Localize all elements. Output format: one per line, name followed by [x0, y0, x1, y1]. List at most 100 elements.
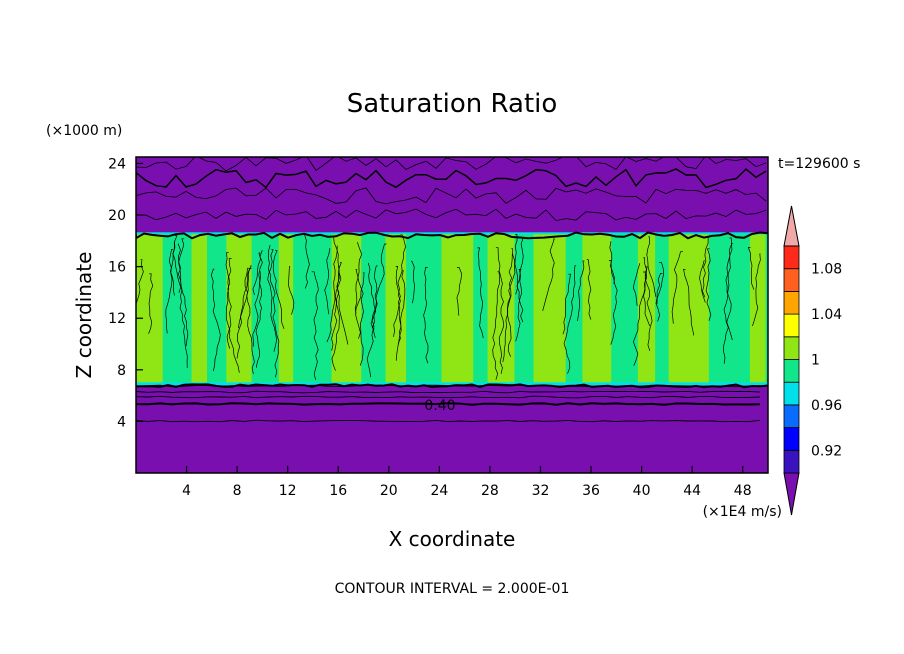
y-tick-label: 12: [108, 311, 126, 327]
upper-contour-line: [136, 208, 767, 222]
turbulence-contour: [395, 266, 402, 345]
moist-column: [207, 232, 228, 386]
turbulence-contour: [514, 234, 518, 295]
turbulence-contour: [267, 244, 280, 378]
colorbar-upper-extension: [783, 205, 800, 247]
y-tick-label: 24: [108, 156, 126, 172]
turbulence-contour: [609, 241, 615, 284]
turbulence-contour: [225, 252, 240, 373]
turbulence-contour: [702, 236, 710, 298]
x-tick-label: 40: [633, 483, 651, 499]
turbulence-contour: [324, 248, 331, 315]
turbulence-contour: [395, 270, 406, 361]
turbulence-contour: [226, 258, 232, 349]
colorbar-swatch: [783, 290, 800, 315]
cloud-base-edge: [136, 382, 768, 386]
lower-contour-line: [136, 384, 761, 388]
turbulence-contour: [752, 253, 761, 327]
colorbar-swatch: [783, 245, 800, 270]
y-axis-label: Z coordinate: [72, 252, 96, 379]
turbulence-contour: [507, 248, 516, 357]
x-units-label: (×1E4 m/s): [703, 504, 782, 520]
turbulence-contour: [563, 265, 577, 374]
turbulence-contour: [331, 236, 342, 351]
turbulence-contour: [643, 271, 651, 327]
lower-contour-line: [136, 402, 761, 406]
colorbar-label: 1.04: [811, 307, 842, 323]
colorbar-swatch: [783, 313, 800, 338]
turbulence-contour: [577, 260, 585, 322]
turbulence-contour: [633, 257, 647, 366]
turbulence-contour: [477, 247, 484, 338]
turbulence-contour: [586, 259, 592, 320]
colorbar-label: 0.92: [811, 443, 842, 459]
moist-column: [582, 232, 613, 386]
moist-column: [385, 232, 408, 386]
x-tick-label: 24: [430, 483, 448, 499]
turbulence-contour: [267, 249, 278, 352]
turbulence-contour: [656, 261, 664, 305]
upper-contour-line: [136, 157, 767, 172]
turbulence-contour: [683, 269, 695, 336]
turbulence-contour: [644, 266, 653, 351]
plot-frame: [135, 156, 769, 474]
colorbar-label: 0.96: [811, 398, 842, 414]
colorbar-swatch: [783, 268, 800, 292]
colorbar-swatch: [783, 336, 800, 360]
colorbar-swatch: [783, 404, 800, 428]
turbulence-contour: [492, 247, 501, 380]
chart-title: Saturation Ratio: [347, 89, 558, 119]
lower-contour-line: [136, 419, 761, 423]
lower-contour-line: [136, 395, 761, 399]
y-tick-label: 20: [108, 208, 126, 224]
x-tick-label: 36: [582, 483, 600, 499]
cloud-top-edge: [136, 232, 768, 235]
turbulence-contour: [287, 266, 295, 315]
moist-column: [191, 232, 209, 386]
turbulence-contour: [172, 241, 188, 368]
y-tick-label: 4: [117, 414, 126, 430]
moist-column: [226, 232, 253, 386]
turbulence-contour: [747, 247, 755, 290]
x-tick-label: 12: [279, 483, 297, 499]
moist-column: [514, 232, 535, 386]
colorbar-swatch: [783, 381, 800, 406]
moist-column: [331, 232, 363, 386]
x-tick-label: 48: [734, 483, 752, 499]
turbulence-contour: [148, 273, 154, 334]
x-tick-label: 20: [380, 483, 398, 499]
turbulence-contour: [354, 241, 363, 315]
moist-column: [406, 232, 443, 386]
turbulence-contour: [423, 266, 429, 364]
turbulence-contour: [632, 263, 641, 306]
colorbar-lower-extension: [783, 472, 800, 516]
moist-column: [565, 232, 584, 386]
turbulence-contour: [497, 271, 505, 374]
moist-column: [637, 232, 657, 386]
x-axis-label: X coordinate: [389, 527, 516, 551]
turbulence-contour: [608, 260, 618, 345]
cloud-top-contour: [136, 231, 768, 240]
turbulence-contour: [252, 250, 263, 347]
colorbar-label: 1: [811, 353, 820, 369]
moist-column: [655, 232, 670, 386]
turbulence-contour: [456, 267, 462, 316]
x-tick-label: 16: [329, 483, 347, 499]
turbulence-contour: [725, 237, 733, 341]
turbulence-contour: [699, 260, 706, 303]
turbulence-contour: [646, 236, 657, 297]
turbulence-contour: [236, 268, 252, 359]
moist-column: [278, 232, 295, 386]
turbulence-contour: [177, 243, 189, 347]
moist-column: [361, 232, 387, 386]
turbulence-contour: [393, 234, 406, 337]
turbulence-contour: [562, 273, 571, 335]
x-tick-label: 8: [233, 483, 242, 499]
turbulence-contour: [671, 251, 683, 324]
turbulence-contour: [371, 243, 387, 329]
turbulence-contour: [311, 271, 319, 380]
colorbar-swatch: [783, 427, 800, 451]
upper-contour-line: [136, 187, 767, 205]
turbulence-contour: [252, 252, 261, 296]
moist-column: [765, 232, 768, 386]
